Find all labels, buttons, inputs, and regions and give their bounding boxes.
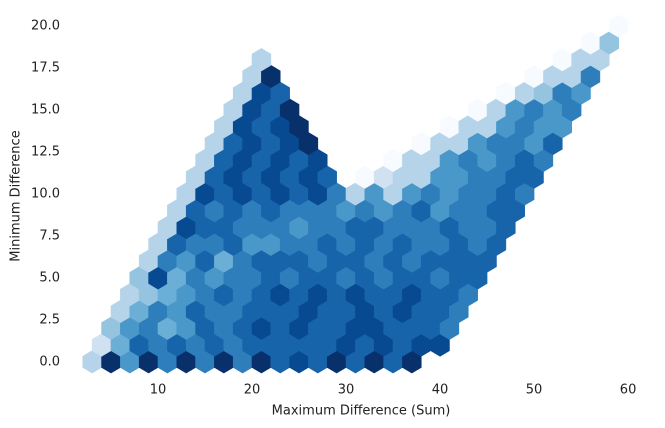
x-tick-label: 60	[620, 383, 637, 398]
y-tick-label: 10.0	[31, 186, 60, 201]
x-tick-label: 40	[432, 383, 449, 398]
x-axis-label: Maximum Difference (Sum)	[272, 404, 451, 419]
y-tick-label: 7.5	[39, 228, 60, 243]
y-tick-label: 15.0	[31, 103, 60, 118]
y-tick-label: 5.0	[39, 270, 60, 285]
y-tick-label: 0.0	[39, 354, 60, 369]
hex-bin	[251, 48, 272, 72]
x-tick-label: 30	[338, 383, 355, 398]
x-tick-label: 50	[526, 383, 543, 398]
y-tick-label: 20.0	[31, 19, 60, 34]
y-tick-label: 2.5	[39, 312, 60, 327]
y-tick-label: 12.5	[31, 145, 60, 160]
y-tick-label: 17.5	[31, 61, 60, 76]
x-tick-label: 10	[150, 383, 167, 398]
y-axis-label: Minimum Difference	[9, 130, 24, 261]
x-tick-label: 20	[244, 383, 261, 398]
hex-bin	[608, 14, 629, 38]
